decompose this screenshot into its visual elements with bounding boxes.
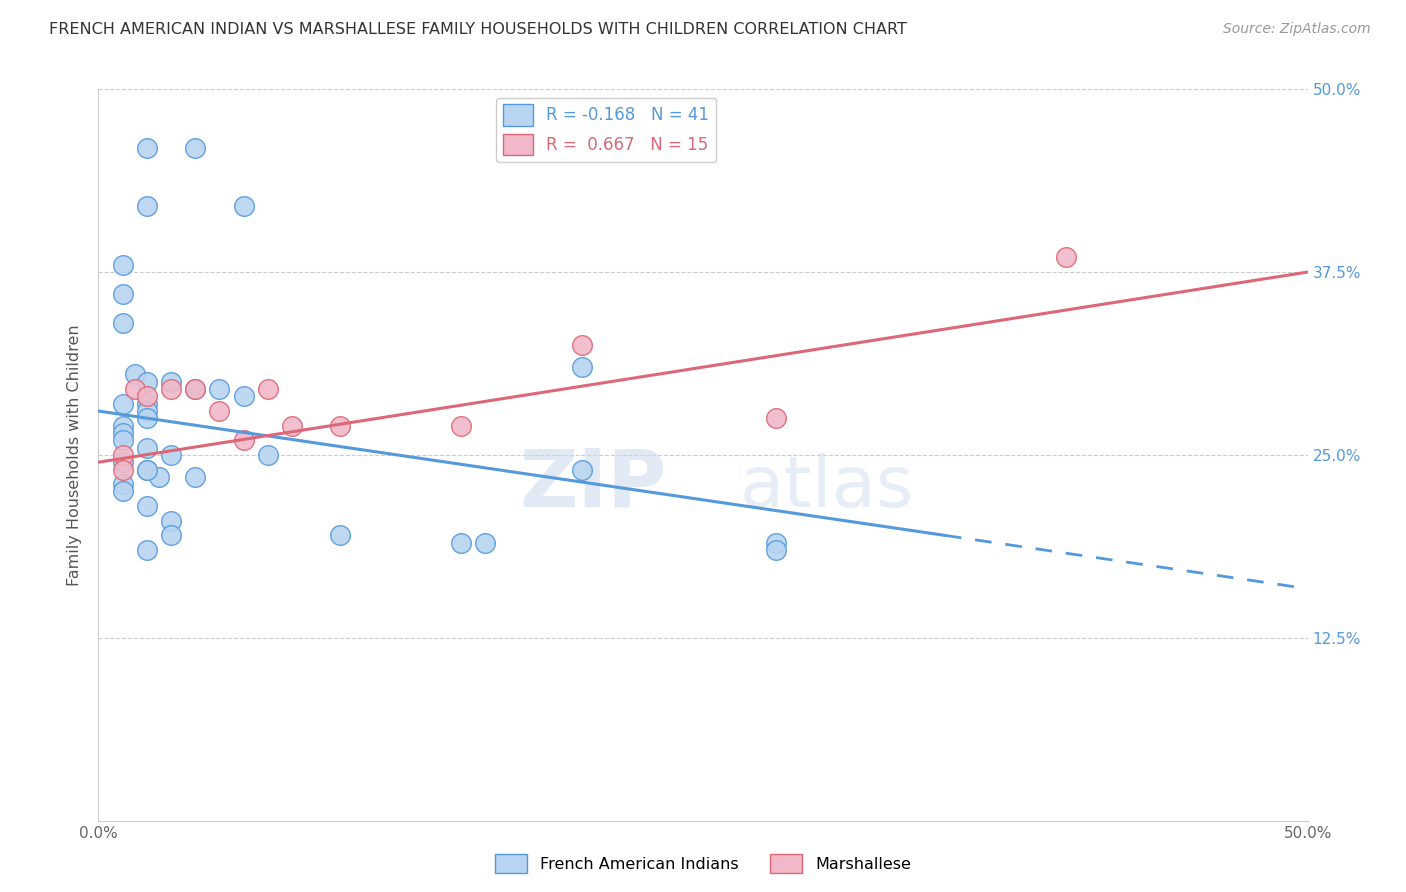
Point — [160, 528, 183, 542]
Point — [450, 535, 472, 549]
Point — [135, 462, 157, 476]
Text: FRENCH AMERICAN INDIAN VS MARSHALLESE FAMILY HOUSEHOLDS WITH CHILDREN CORRELATIO: FRENCH AMERICAN INDIAN VS MARSHALLESE FA… — [49, 22, 907, 37]
Y-axis label: Family Households with Children: Family Households with Children — [67, 324, 83, 586]
Point — [765, 411, 787, 425]
Point — [184, 382, 207, 396]
Text: atlas: atlas — [740, 453, 914, 523]
Point — [184, 382, 207, 396]
Point — [135, 441, 157, 455]
Point — [160, 448, 183, 462]
Point — [135, 199, 157, 213]
Point — [184, 470, 207, 484]
Point — [124, 368, 146, 382]
Point — [111, 477, 134, 491]
Point — [184, 141, 207, 155]
Point — [160, 514, 183, 528]
Point — [135, 499, 157, 513]
Point — [329, 418, 352, 433]
Point — [135, 404, 157, 418]
Point — [124, 382, 146, 396]
Point — [111, 448, 134, 462]
Point — [208, 404, 231, 418]
Point — [281, 418, 304, 433]
Legend: French American Indians, Marshallese: French American Indians, Marshallese — [489, 847, 917, 880]
Point — [111, 455, 134, 469]
Point — [329, 528, 352, 542]
Point — [232, 389, 254, 403]
Point — [111, 434, 134, 448]
Point — [111, 462, 134, 476]
Point — [135, 397, 157, 411]
Point — [160, 382, 183, 396]
Point — [135, 543, 157, 558]
Point — [450, 418, 472, 433]
Point — [1054, 251, 1077, 265]
Point — [160, 375, 183, 389]
Point — [135, 141, 157, 155]
Point — [135, 389, 157, 403]
Text: Source: ZipAtlas.com: Source: ZipAtlas.com — [1223, 22, 1371, 37]
Legend: R = -0.168   N = 41, R =  0.667   N = 15: R = -0.168 N = 41, R = 0.667 N = 15 — [496, 97, 716, 162]
Point — [111, 316, 134, 330]
Text: ZIP: ZIP — [519, 445, 666, 524]
Point — [111, 397, 134, 411]
Point — [571, 462, 593, 476]
Point — [765, 543, 787, 558]
Point — [208, 382, 231, 396]
Point — [111, 425, 134, 440]
Point — [232, 199, 254, 213]
Point — [765, 535, 787, 549]
Point — [571, 338, 593, 352]
Point — [111, 287, 134, 301]
Point — [256, 448, 278, 462]
Point — [256, 382, 278, 396]
Point — [571, 360, 593, 375]
Point — [135, 375, 157, 389]
Point — [135, 411, 157, 425]
Point — [474, 535, 496, 549]
Point — [148, 470, 170, 484]
Point — [111, 418, 134, 433]
Point — [232, 434, 254, 448]
Point — [111, 484, 134, 499]
Point — [135, 462, 157, 476]
Point — [111, 258, 134, 272]
